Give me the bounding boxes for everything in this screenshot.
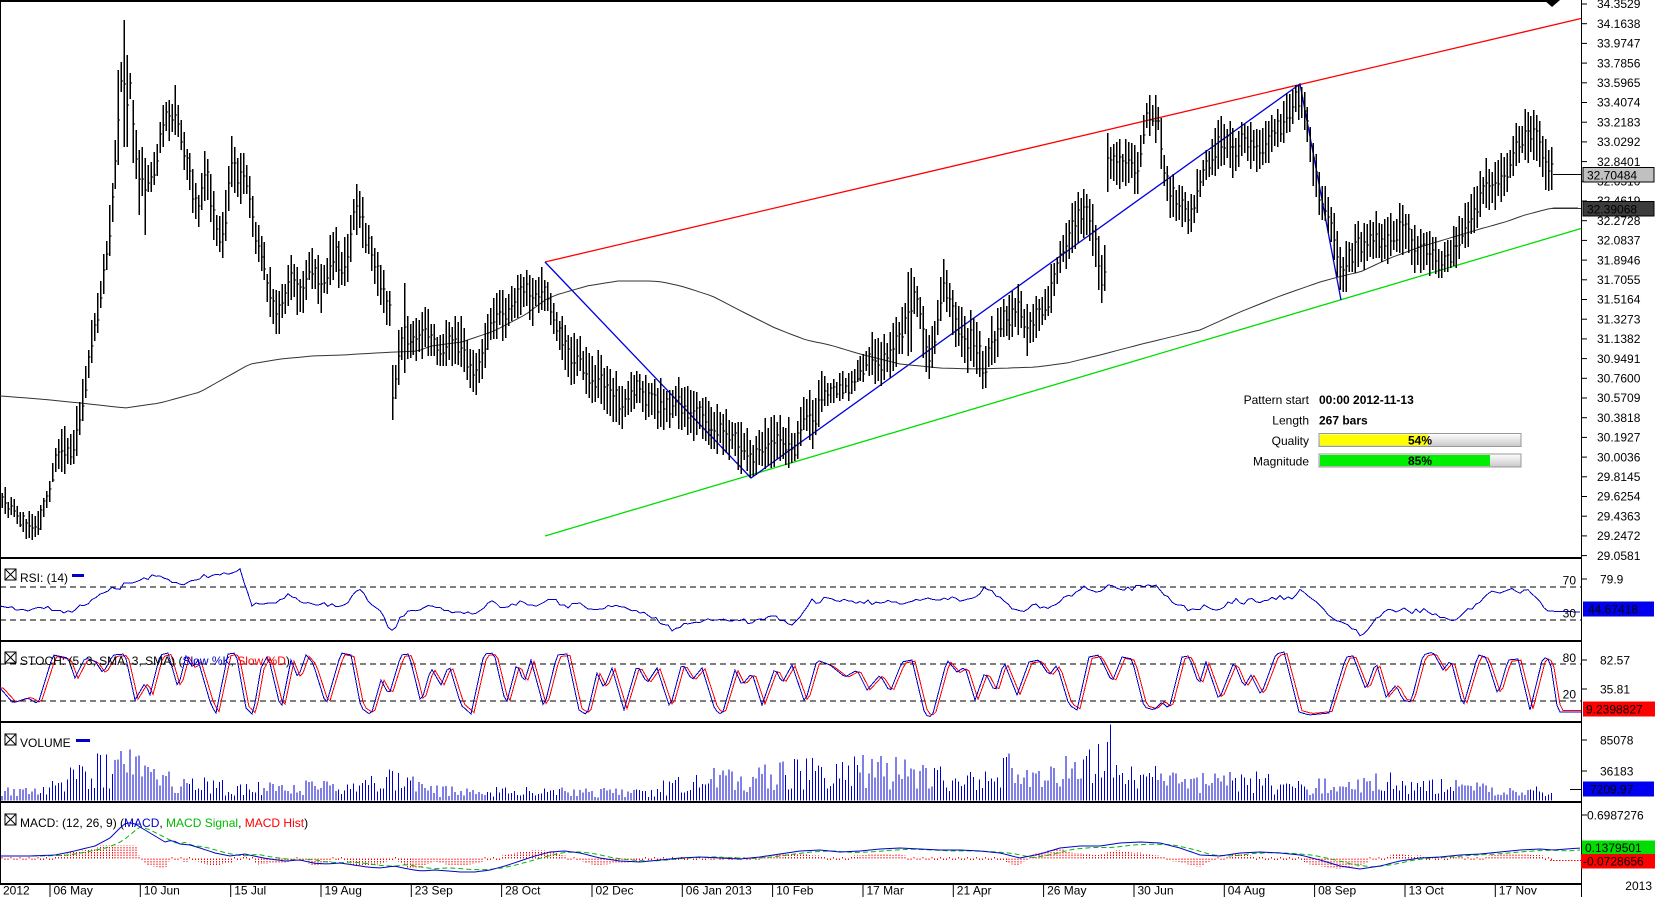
svg-text:85%: 85%	[1408, 454, 1432, 468]
svg-text:19 Aug: 19 Aug	[325, 884, 362, 897]
svg-text:30.5709: 30.5709	[1597, 391, 1641, 405]
svg-text:13 Oct: 13 Oct	[1409, 884, 1445, 897]
svg-text:17 Nov: 17 Nov	[1499, 884, 1537, 897]
svg-text:21 Apr: 21 Apr	[957, 884, 992, 897]
svg-text:0.6987276: 0.6987276	[1587, 809, 1644, 823]
svg-text:06 May: 06 May	[54, 884, 93, 897]
svg-text:28 Oct: 28 Oct	[505, 884, 541, 897]
svg-text:10 Jun: 10 Jun	[144, 884, 180, 897]
svg-text:31.1382: 31.1382	[1597, 332, 1641, 346]
svg-text:32.70484: 32.70484	[1587, 169, 1637, 183]
svg-text:33.5965: 33.5965	[1597, 76, 1641, 90]
svg-text:30.9491: 30.9491	[1597, 352, 1641, 366]
svg-text:80: 80	[1563, 651, 1577, 665]
svg-text:Magnitude: Magnitude	[1253, 455, 1309, 469]
svg-text:32.0837: 32.0837	[1597, 234, 1641, 248]
svg-text:0.1379501: 0.1379501	[1585, 841, 1642, 855]
svg-text:29.0581: 29.0581	[1597, 549, 1641, 563]
svg-text:15 Jul: 15 Jul	[234, 884, 266, 897]
svg-text:Quality: Quality	[1272, 434, 1309, 448]
svg-text:30.3818: 30.3818	[1597, 411, 1641, 425]
svg-text:31.8946: 31.8946	[1597, 253, 1641, 267]
svg-text:82.57: 82.57	[1600, 654, 1630, 668]
svg-text:2013: 2013	[1625, 879, 1652, 893]
svg-text:30.7600: 30.7600	[1597, 372, 1641, 386]
svg-text:70: 70	[1563, 574, 1577, 588]
svg-text:32.8401: 32.8401	[1597, 155, 1641, 169]
svg-text:267 bars: 267 bars	[1319, 414, 1368, 428]
svg-text:17 Mar: 17 Mar	[867, 884, 904, 897]
svg-text:30.1927: 30.1927	[1597, 431, 1641, 445]
svg-text:54%: 54%	[1408, 434, 1432, 448]
svg-text:00:00 2012-11-13: 00:00 2012-11-13	[1319, 393, 1414, 407]
svg-text:26 May: 26 May	[1047, 884, 1086, 897]
svg-text:MACD: (12, 26, 9) (MACD, MACD: MACD: (12, 26, 9) (MACD, MACD Signal, MA…	[20, 816, 308, 830]
svg-text:30: 30	[1563, 607, 1577, 621]
svg-text:23 Sep: 23 Sep	[415, 884, 453, 897]
svg-text:20: 20	[1563, 688, 1577, 702]
svg-text:29.6254: 29.6254	[1597, 490, 1641, 504]
svg-text:33.9747: 33.9747	[1597, 37, 1641, 51]
svg-text:34.1638: 34.1638	[1597, 17, 1641, 31]
svg-text:34.3529: 34.3529	[1597, 0, 1641, 11]
svg-text:33.4074: 33.4074	[1597, 96, 1641, 110]
svg-text:08 Sep: 08 Sep	[1318, 884, 1356, 897]
svg-text:29.4363: 29.4363	[1597, 509, 1641, 523]
svg-text:29.8145: 29.8145	[1597, 470, 1641, 484]
svg-text:30.0036: 30.0036	[1597, 450, 1641, 464]
svg-text:31.3273: 31.3273	[1597, 312, 1641, 326]
svg-text:32.39068: 32.39068	[1587, 203, 1637, 217]
svg-text:33.7856: 33.7856	[1597, 56, 1641, 70]
svg-text:36183: 36183	[1600, 765, 1634, 779]
svg-text:33.0292: 33.0292	[1597, 135, 1641, 149]
svg-text:VOLUME: VOLUME	[20, 736, 71, 750]
svg-text:Length: Length	[1272, 414, 1309, 428]
svg-text:31.7055: 31.7055	[1597, 273, 1641, 287]
svg-text:31.5164: 31.5164	[1597, 293, 1641, 307]
svg-text:-0.0728656: -0.0728656	[1583, 855, 1644, 869]
svg-text:02 Dec: 02 Dec	[596, 884, 634, 897]
svg-text:STOCH: (5, 3, SMA, 3, SMA) (Sl: STOCH: (5, 3, SMA, 3, SMA) (Slow %K, Slo…	[20, 654, 290, 668]
svg-text:9.2398827: 9.2398827	[1586, 703, 1643, 717]
svg-text:35.81: 35.81	[1600, 683, 1630, 697]
svg-text:29.2472: 29.2472	[1597, 529, 1641, 543]
svg-text:32.2728: 32.2728	[1597, 214, 1641, 228]
svg-text:30 Jun: 30 Jun	[1138, 884, 1174, 897]
svg-text:10 Feb: 10 Feb	[776, 884, 814, 897]
svg-text:Pattern start: Pattern start	[1244, 393, 1310, 407]
svg-text:RSI: (14): RSI: (14)	[20, 571, 68, 585]
svg-text:44.67418: 44.67418	[1588, 603, 1638, 617]
svg-text:33.2183: 33.2183	[1597, 115, 1641, 129]
svg-text:85078: 85078	[1600, 734, 1634, 748]
svg-text:06 Jan 2013: 06 Jan 2013	[686, 884, 752, 897]
svg-text:7209.97: 7209.97	[1590, 783, 1634, 797]
svg-text:2012: 2012	[3, 884, 30, 897]
svg-text:79.9: 79.9	[1600, 573, 1624, 587]
svg-text:04 Aug: 04 Aug	[1228, 884, 1265, 897]
